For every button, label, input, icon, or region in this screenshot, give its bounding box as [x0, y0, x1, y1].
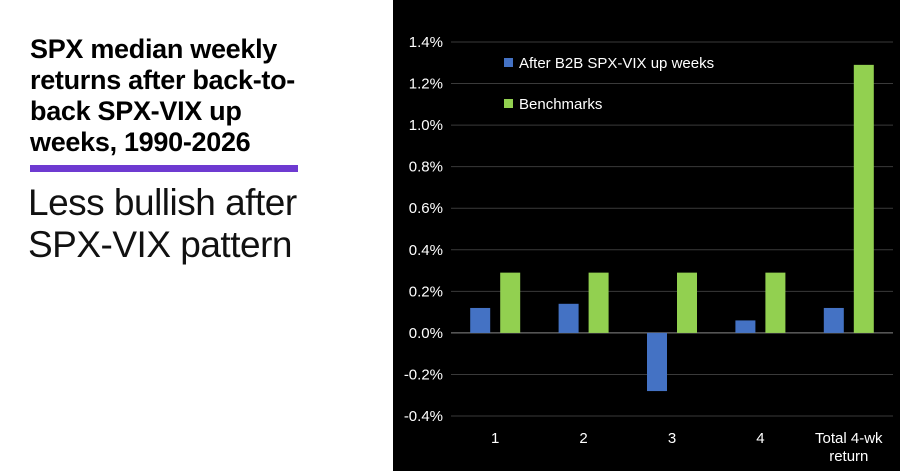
chart-headline: SPX median weekly returns after back-to-…: [30, 34, 330, 158]
y-tick-label: 0.8%: [409, 159, 443, 176]
bar-benchmark: [853, 64, 874, 333]
y-tick-label: 1.0%: [409, 117, 443, 134]
y-tick-label: 0.4%: [409, 242, 443, 259]
x-tick-label: return: [829, 448, 868, 465]
y-tick-label: 0.0%: [409, 325, 443, 342]
legend-label: After B2B SPX-VIX up weeks: [519, 55, 714, 72]
headline-line: returns after back-to-: [30, 65, 295, 95]
text-panel: SPX median weekly returns after back-to-…: [0, 0, 392, 471]
accent-divider: [30, 165, 298, 172]
x-tick-label: 4: [756, 430, 764, 447]
bar-after-b2b: [647, 332, 667, 392]
bar-benchmark: [588, 272, 609, 333]
x-tick-label: 1: [491, 430, 499, 447]
y-tick-label: 0.2%: [409, 283, 443, 300]
bar-benchmark: [500, 272, 521, 333]
legend-swatch: [504, 58, 513, 67]
x-tick-label: 2: [579, 430, 587, 447]
legend-swatch: [504, 99, 513, 108]
y-tick-label: 0.6%: [409, 200, 443, 217]
subhead-line: SPX-VIX pattern: [28, 224, 292, 265]
chart-subhead: Less bullish after SPX-VIX pattern: [28, 182, 368, 266]
legend-label: Benchmarks: [519, 96, 602, 113]
bar-chart: 1.4% 1.2% 1.0% 0.8% 0.6% 0.4% 0.2% 0.0% -0.2% -0.…: [404, 34, 893, 465]
y-tick-label: -0.4%: [404, 408, 443, 425]
bar-benchmark: [765, 272, 786, 333]
bar-after-b2b: [735, 320, 756, 333]
x-tick-label: 3: [668, 430, 676, 447]
bar-benchmark: [677, 272, 697, 333]
headline-line: back SPX-VIX up: [30, 96, 242, 126]
bar-after-b2b: [823, 307, 844, 333]
headline-line: SPX median weekly: [30, 34, 278, 64]
x-tick-label: Total 4-wk: [815, 430, 883, 447]
subhead-line: Less bullish after: [28, 182, 297, 223]
bar-after-b2b: [558, 303, 579, 333]
headline-line: weeks, 1990-2026: [30, 127, 251, 157]
y-tick-label: 1.4%: [409, 34, 443, 51]
y-tick-label: 1.2%: [409, 76, 443, 93]
chart-panel: 1.4% 1.2% 1.0% 0.8% 0.6% 0.4% 0.2% 0.0% -0.2% -0.…: [393, 0, 900, 471]
bar-after-b2b: [470, 307, 491, 333]
y-tick-label: -0.2%: [404, 366, 443, 383]
